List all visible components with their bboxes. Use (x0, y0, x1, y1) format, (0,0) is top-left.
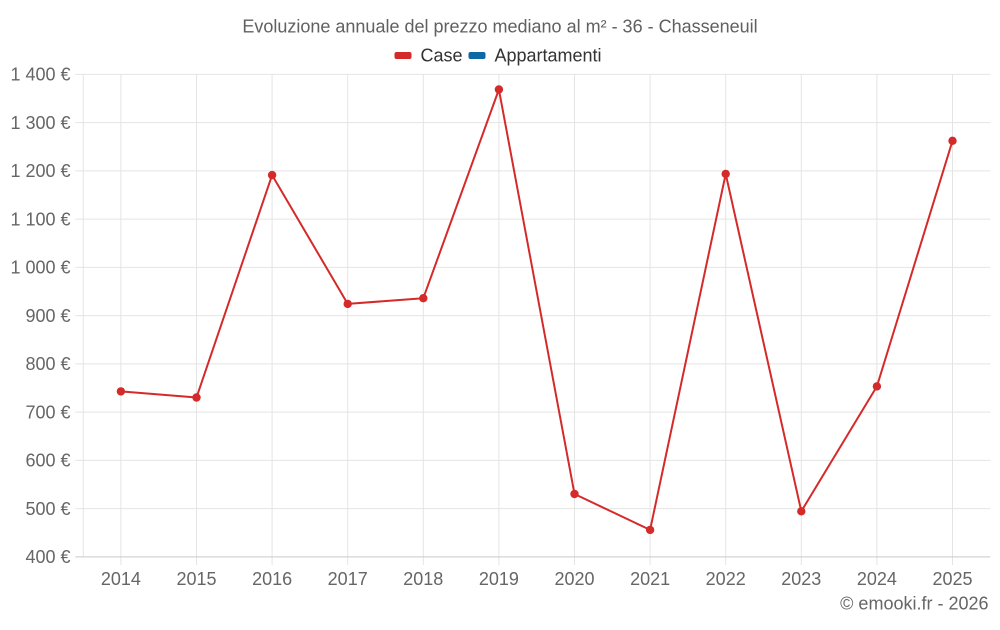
svg-text:600 €: 600 € (25, 451, 70, 471)
svg-text:2017: 2017 (328, 569, 368, 589)
svg-text:Appartamenti: Appartamenti (495, 45, 602, 65)
svg-text:2020: 2020 (554, 569, 594, 589)
svg-text:Evoluzione annuale del prezzo: Evoluzione annuale del prezzo mediano al… (242, 17, 757, 37)
svg-text:1 100 €: 1 100 € (10, 209, 70, 229)
svg-text:1 200 €: 1 200 € (10, 161, 70, 181)
svg-text:400 €: 400 € (25, 547, 70, 567)
svg-text:700 €: 700 € (25, 402, 70, 422)
svg-text:900 €: 900 € (25, 306, 70, 326)
svg-text:© emooki.fr - 2026: © emooki.fr - 2026 (840, 594, 988, 614)
svg-text:2015: 2015 (176, 569, 216, 589)
svg-text:800 €: 800 € (25, 354, 70, 374)
svg-text:2024: 2024 (857, 569, 897, 589)
svg-text:2022: 2022 (706, 569, 746, 589)
svg-text:500 €: 500 € (25, 499, 70, 519)
svg-text:2025: 2025 (932, 569, 972, 589)
svg-text:2016: 2016 (252, 569, 292, 589)
svg-text:Case: Case (421, 45, 463, 65)
svg-text:1 000 €: 1 000 € (10, 258, 70, 278)
svg-text:2018: 2018 (403, 569, 443, 589)
svg-text:1 300 €: 1 300 € (10, 113, 70, 133)
svg-text:2023: 2023 (781, 569, 821, 589)
svg-text:1 400 €: 1 400 € (10, 65, 70, 85)
svg-text:2019: 2019 (479, 569, 519, 589)
svg-text:2021: 2021 (630, 569, 670, 589)
svg-text:2014: 2014 (101, 569, 141, 589)
